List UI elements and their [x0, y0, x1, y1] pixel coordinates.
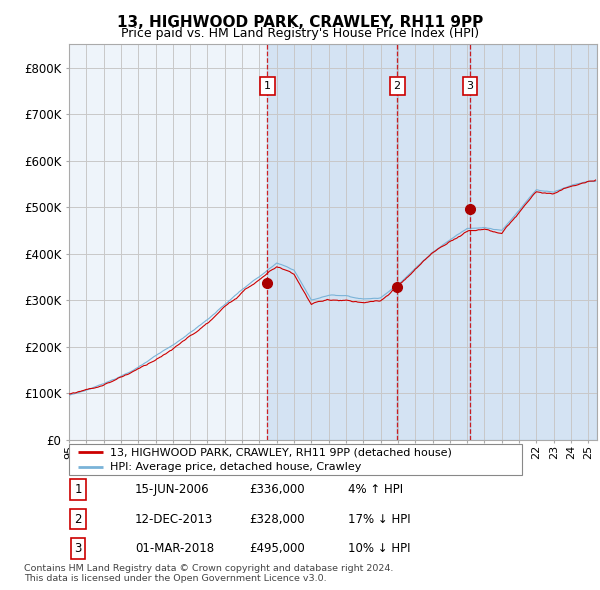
- Text: 10% ↓ HPI: 10% ↓ HPI: [348, 542, 410, 555]
- Bar: [470, 44, 597, 440]
- Text: £336,000: £336,000: [249, 483, 305, 496]
- Text: 13, HIGHWOOD PARK, CRAWLEY, RH11 9PP: 13, HIGHWOOD PARK, CRAWLEY, RH11 9PP: [117, 15, 483, 30]
- Bar: [268, 44, 397, 440]
- Text: 4% ↑ HPI: 4% ↑ HPI: [348, 483, 403, 496]
- Text: 2: 2: [394, 81, 401, 91]
- Text: 2: 2: [74, 513, 82, 526]
- Text: 1: 1: [74, 483, 82, 496]
- Text: 1: 1: [264, 81, 271, 91]
- Text: 3: 3: [467, 81, 473, 91]
- Text: £328,000: £328,000: [249, 513, 305, 526]
- Text: 17% ↓ HPI: 17% ↓ HPI: [348, 513, 410, 526]
- Text: 13, HIGHWOOD PARK, CRAWLEY, RH11 9PP (detached house): 13, HIGHWOOD PARK, CRAWLEY, RH11 9PP (de…: [110, 447, 452, 457]
- Bar: [397, 44, 470, 440]
- Text: 12-DEC-2013: 12-DEC-2013: [135, 513, 213, 526]
- Text: This data is licensed under the Open Government Licence v3.0.: This data is licensed under the Open Gov…: [24, 574, 326, 583]
- Text: 15-JUN-2006: 15-JUN-2006: [135, 483, 209, 496]
- Text: Contains HM Land Registry data © Crown copyright and database right 2024.: Contains HM Land Registry data © Crown c…: [24, 565, 394, 573]
- FancyBboxPatch shape: [69, 444, 522, 475]
- Text: 01-MAR-2018: 01-MAR-2018: [135, 542, 214, 555]
- Text: Price paid vs. HM Land Registry's House Price Index (HPI): Price paid vs. HM Land Registry's House …: [121, 27, 479, 40]
- Text: 3: 3: [74, 542, 82, 555]
- Text: HPI: Average price, detached house, Crawley: HPI: Average price, detached house, Craw…: [110, 461, 361, 471]
- Text: £495,000: £495,000: [249, 542, 305, 555]
